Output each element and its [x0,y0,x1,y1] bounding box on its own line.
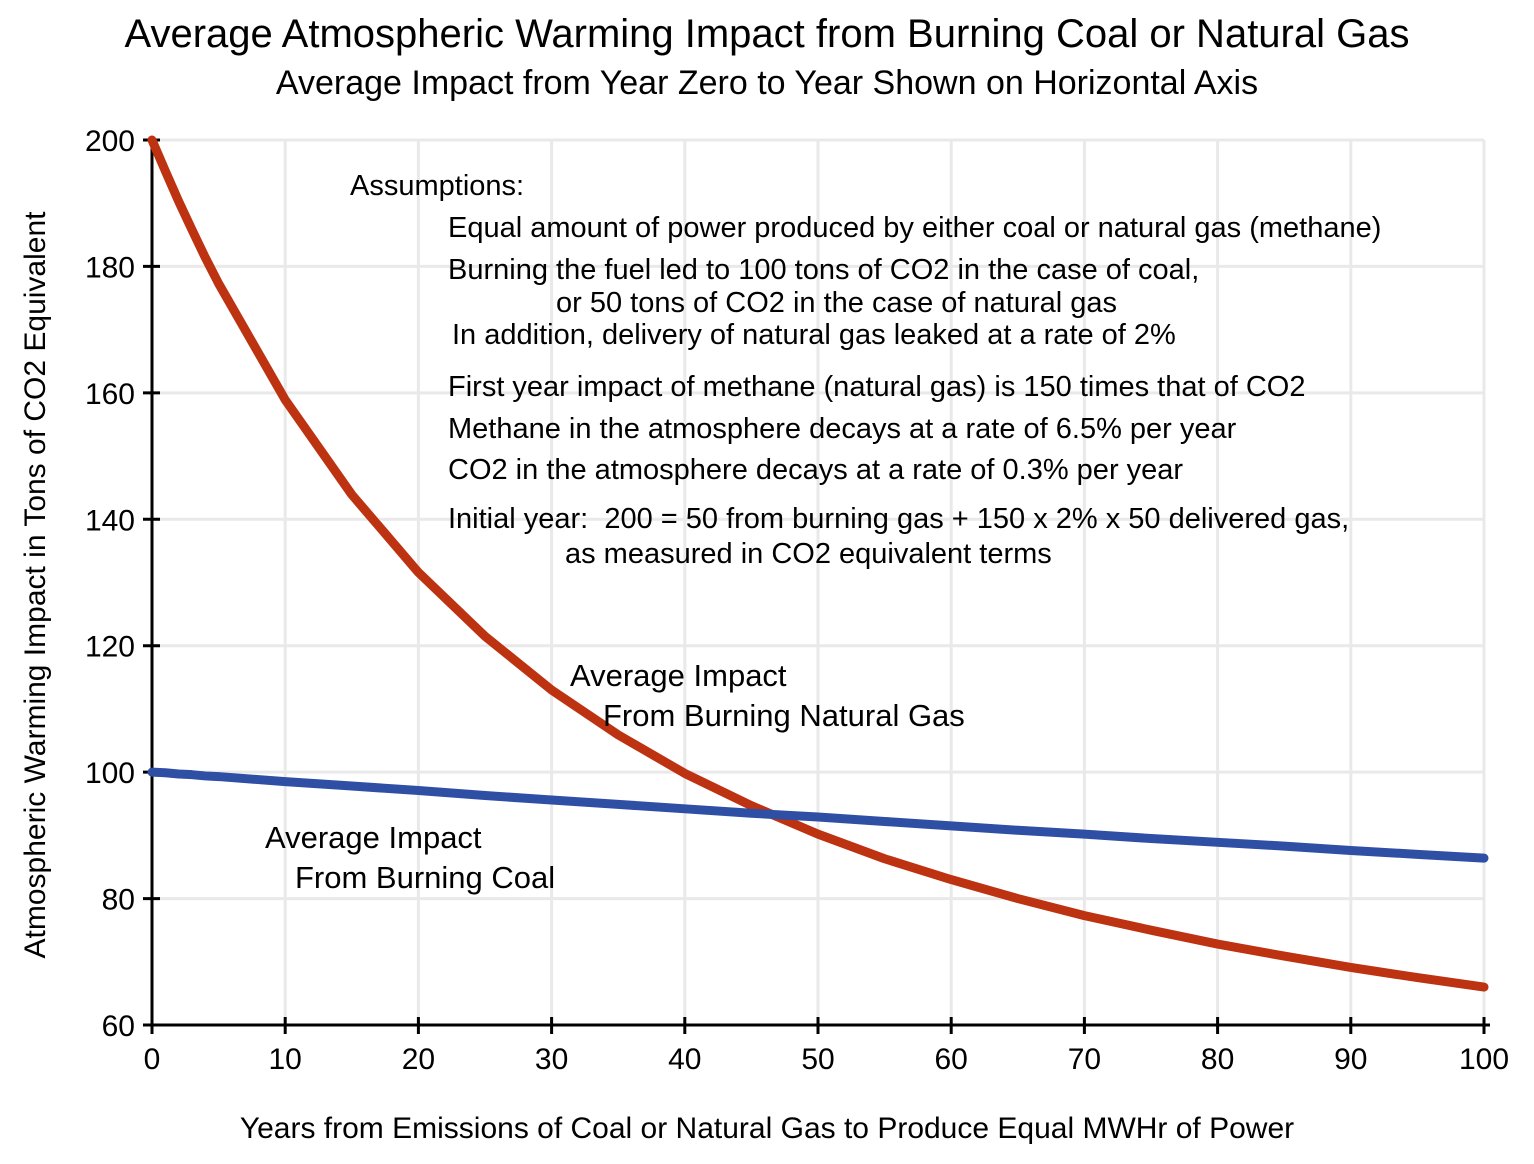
assumption-line: In addition, delivery of natural gas lea… [452,319,1176,351]
y-tick-label: 80 [102,884,135,917]
coal-curve-label: Average Impact From Burning Coal [265,818,555,898]
gas-curve-label-line2: From Burning Natural Gas [603,698,965,733]
assumptions-heading: Assumptions: [350,170,525,202]
y-axis-title: Atmospheric Warming Impact in Tons of CO… [19,211,52,959]
x-tick-label: 50 [801,1043,834,1076]
coal-curve-label-line1: Average Impact [265,820,482,855]
x-tick-label: 100 [1459,1043,1509,1076]
gas-curve-label: Average Impact From Burning Natural Gas [570,656,965,736]
x-tick-label: 0 [144,1043,161,1076]
assumption-line: as measured in CO2 equivalent terms [565,538,1052,570]
x-tick-label: 80 [1201,1043,1234,1076]
assumption-line: or 50 tons of CO2 in the case of natural… [556,287,1117,319]
chart-title: Average Atmospheric Warming Impact from … [124,12,1410,56]
chart-subtitle: Average Impact from Year Zero to Year Sh… [275,64,1259,102]
coal-curve-label-line2: From Burning Coal [295,860,556,895]
y-tick-label: 140 [85,504,135,537]
assumption-line: Equal amount of power produced by either… [448,212,1382,244]
x-tick-label: 70 [1068,1043,1101,1076]
y-tick-label: 100 [85,757,135,790]
x-tick-label: 90 [1334,1043,1367,1076]
x-tick-label: 60 [935,1043,968,1076]
x-tick-label: 40 [668,1043,701,1076]
x-axis-title: Years from Emissions of Coal or Natural … [239,1112,1295,1145]
x-tick-label: 30 [535,1043,568,1076]
assumption-line: CO2 in the atmosphere decays at a rate o… [448,454,1184,486]
x-tick-label: 10 [269,1043,302,1076]
assumption-line: Burning the fuel led to 100 tons of CO2 … [448,254,1200,286]
y-tick-label: 180 [85,251,135,284]
y-tick-label: 160 [85,378,135,411]
gas-curve-label-line1: Average Impact [570,658,787,693]
assumption-line: Initial year: 200 = 50 from burning gas … [448,503,1350,535]
x-tick-label: 20 [402,1043,435,1076]
assumption-line: Methane in the atmosphere decays at a ra… [448,413,1237,445]
coal-curve [147,767,1489,863]
gas-curve [147,135,1489,992]
y-tick-label: 60 [102,1010,135,1043]
y-tick-label: 200 [85,125,135,158]
y-tick-label: 120 [85,631,135,664]
assumption-line: First year impact of methane (natural ga… [448,371,1306,403]
